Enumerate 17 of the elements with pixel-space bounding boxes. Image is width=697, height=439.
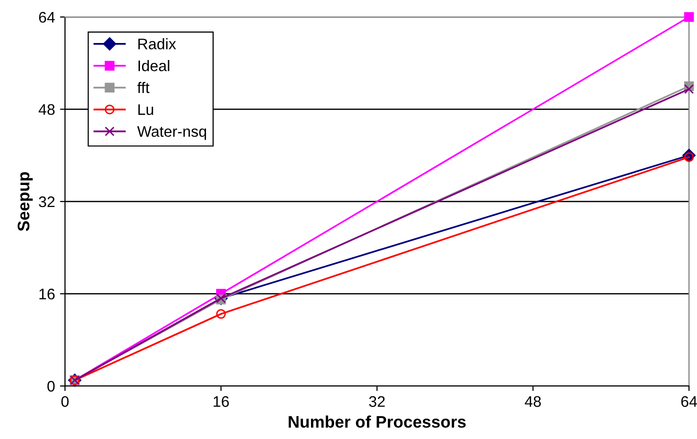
y-tick-label: 32: [38, 196, 55, 208]
y-tick-label: 64: [39, 12, 55, 23]
x-tick-label: 16: [214, 396, 229, 407]
legend-label: fft: [137, 82, 150, 94]
y-tick-label: 0: [47, 380, 55, 392]
y-tick-label: 48: [38, 104, 55, 115]
x-axis-title: Number of Processors: [288, 416, 466, 428]
legend-label: Radix: [138, 38, 176, 50]
y-axis-title: Seepup: [18, 172, 33, 232]
legend-label: Ideal: [138, 60, 170, 72]
x-tick-label: 0: [61, 396, 69, 407]
x-tick-label: 64: [681, 396, 697, 407]
x-tick-label: 32: [369, 396, 385, 407]
y-tick-label: 16: [39, 288, 55, 300]
legend-label: Water-nsq: [137, 126, 206, 140]
legend-label: Lu: [138, 104, 154, 115]
x-tick-label: 48: [524, 396, 541, 407]
